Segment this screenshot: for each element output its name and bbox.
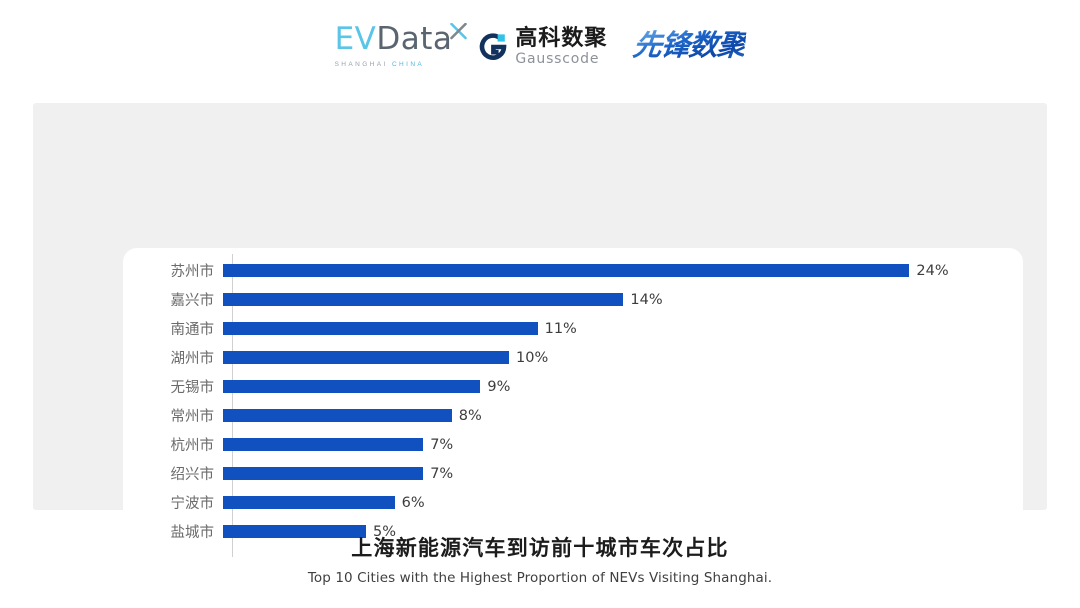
bar-row: 无锡市 9% [123,372,1023,401]
gausscode-text: 高科数聚 Gausscode [515,26,608,67]
chart-title-cn: 上海新能源汽车到访前十城市车次占比 [351,536,729,560]
bar-category-label: 盐城市 [170,525,215,541]
chart-card: 苏州市 24% 嘉兴市 14% 南通市 11% 湖州市 10% 无锡市 9% 常州市 8% 杭州市 7% 绍… [123,248,1023,568]
gausscode-circle-icon [478,32,508,62]
chart-subtitle-en: Top 10 Cities with the Highest Proportio… [307,570,773,586]
bar-category-label: 湖州市 [170,351,215,367]
bar-value-label: 7% [430,465,454,482]
bar [223,322,538,335]
logo-xianfeng: 先锋数聚 [631,22,748,70]
bar-wrapper: 7% [223,466,453,482]
bar-wrapper: 6% [223,495,425,511]
bar-value-label: 7% [430,436,454,453]
bar [223,293,624,306]
bar-row: 杭州市 7% [123,430,1023,459]
bar-category-label: 杭州市 [170,438,215,454]
bar [223,380,481,393]
bar [223,467,424,480]
bar-wrapper: 24% [223,263,949,279]
evdata-tagline-city: SHANGHAI [334,61,388,68]
bar-value-label: 11% [544,320,577,337]
bar-wrapper: 9% [223,379,510,395]
bar-chart: 苏州市 24% 嘉兴市 14% 南通市 11% 湖州市 10% 无锡市 9% 常州市 8% 杭州市 7% 绍… [123,248,1023,568]
category-axis-line [232,254,233,557]
bar-category-label: 常州市 [170,409,215,425]
logo-gausscode: 高科数聚 Gausscode [478,28,607,70]
bar-row: 常州市 8% [123,401,1023,430]
x-mark-icon [450,15,468,40]
bar [223,438,424,451]
evdata-tagline-country: CHINA [391,61,425,68]
bar-row: 湖州市 10% [123,343,1023,372]
bar-value-label: 8% [458,407,482,424]
bar-wrapper: 8% [223,408,482,424]
bar-wrapper: 10% [223,350,548,366]
caption-block: 上海新能源汽车到访前十城市车次占比 Top 10 Cities with the… [0,532,1080,586]
evdata-ev-text: EV [334,21,377,57]
gausscode-en-text: Gausscode [515,51,600,67]
bar-category-label: 绍兴市 [170,467,215,483]
bar-row: 苏州市 24% [123,256,1023,285]
bar-value-label: 9% [487,378,511,395]
bar [223,351,509,364]
bar-value-label: 24% [916,262,949,279]
bar-category-label: 无锡市 [170,380,215,396]
bar-value-label: 5% [373,523,397,540]
bar-value-label: 14% [630,291,663,308]
bar-value-label: 10% [516,349,549,366]
bar-row: 嘉兴市 14% [123,285,1023,314]
bar-row: 绍兴市 7% [123,459,1023,488]
bar [223,496,395,509]
bar-category-label: 苏州市 [170,264,215,280]
logo-evdata: EVData SHANGHAI CHINA [334,21,468,70]
bar [223,264,910,277]
bar-wrapper: 11% [223,321,577,337]
gausscode-cn-text: 高科数聚 [515,26,608,51]
chart-backdrop-panel: 苏州市 24% 嘉兴市 14% 南通市 11% 湖州市 10% 无锡市 9% 常州市 8% 杭州市 7% 绍… [33,103,1047,568]
bar-wrapper: 14% [223,292,663,308]
bar-row: 南通市 11% [123,314,1023,343]
bar-category-label: 南通市 [170,322,215,338]
bar-wrapper: 7% [223,437,453,453]
evdata-data-text: Data [376,21,453,57]
bar-row: 宁波市 6% [123,488,1023,517]
bar-category-label: 宁波市 [170,496,215,512]
logo-bar: EVData SHANGHAI CHINA [0,22,1080,70]
bar-category-label: 嘉兴市 [170,293,215,309]
bar [223,525,366,538]
bar [223,409,452,422]
bar-value-label: 6% [401,494,425,511]
bar-wrapper: 5% [223,524,396,540]
evdata-tagline: SHANGHAI CHINA [335,61,425,68]
evdata-wordmark: EVData [334,21,468,57]
bar-row: 盐城市 5% [123,517,1023,546]
